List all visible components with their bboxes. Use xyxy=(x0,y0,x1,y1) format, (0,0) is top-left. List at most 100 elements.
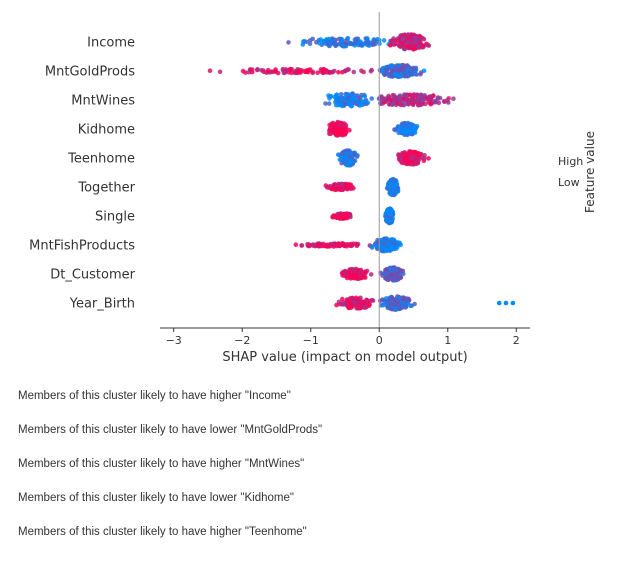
shap-point xyxy=(423,101,428,107)
shap-point xyxy=(348,182,354,188)
shap-point xyxy=(217,69,223,75)
feature-row xyxy=(330,206,396,226)
shap-point xyxy=(407,65,412,71)
shap-point xyxy=(397,99,403,104)
shap-point xyxy=(385,303,390,309)
shap-summary-plot: Income MntGoldProds MntWines Kidhome Teenhom… xyxy=(29,12,597,365)
shap-point xyxy=(401,124,406,129)
feature-label: Kidhome xyxy=(78,123,135,138)
shap-point xyxy=(401,67,407,73)
shap-point xyxy=(399,43,404,49)
shap-point xyxy=(337,241,342,247)
shap-point xyxy=(388,42,393,48)
shap-point xyxy=(399,300,405,306)
shap-point xyxy=(332,37,337,43)
colorbar-title: Feature value xyxy=(583,131,597,213)
shap-point xyxy=(357,301,363,306)
shap-point xyxy=(349,243,355,248)
shap-point xyxy=(388,64,394,69)
shap-point xyxy=(394,126,399,132)
shap-point xyxy=(353,241,359,247)
shap-point xyxy=(426,156,431,161)
shap-point xyxy=(342,126,347,131)
shap-point xyxy=(382,72,388,77)
shap-point xyxy=(387,212,393,217)
cluster-note: Members of this cluster likely to have h… xyxy=(18,526,307,538)
shap-point xyxy=(355,99,360,105)
shap-point xyxy=(360,99,366,104)
shap-point xyxy=(433,100,438,105)
shap-point xyxy=(402,129,407,135)
shap-point xyxy=(383,247,389,253)
shap-point xyxy=(366,40,371,46)
shap-point xyxy=(342,43,347,49)
feature-label: Together xyxy=(77,181,135,196)
shap-point xyxy=(330,69,335,75)
shap-point xyxy=(349,100,355,105)
shap-point xyxy=(411,46,416,52)
shap-point xyxy=(338,102,343,108)
shap-point xyxy=(344,150,350,156)
shap-point xyxy=(331,213,337,218)
shap-point xyxy=(418,93,423,99)
shap-point xyxy=(335,152,341,157)
shap-point xyxy=(412,96,418,101)
shap-point xyxy=(417,37,423,42)
shap-point xyxy=(396,130,402,136)
shap-point xyxy=(413,65,419,71)
feature-label: MntWines xyxy=(71,94,135,109)
shap-point xyxy=(336,299,342,305)
shap-point xyxy=(352,151,357,157)
shap-point xyxy=(444,98,450,103)
shap-point xyxy=(316,242,321,248)
shap-point xyxy=(510,300,516,306)
shap-point xyxy=(406,129,411,134)
feature-label: MntGoldProds xyxy=(45,65,135,80)
shap-point xyxy=(404,44,410,49)
shap-point xyxy=(344,162,350,168)
shap-point xyxy=(362,304,368,310)
shap-point xyxy=(400,36,406,42)
shap-point xyxy=(344,244,350,249)
shap-point xyxy=(364,36,370,41)
shap-point xyxy=(299,243,305,248)
shap-point xyxy=(310,36,316,42)
shap-point xyxy=(340,296,345,302)
shap-point xyxy=(394,181,400,187)
shap-point xyxy=(360,270,365,276)
feature-label: Year_Birth xyxy=(69,297,135,312)
feature-label: Teenhome xyxy=(67,152,135,167)
shap-point xyxy=(340,151,346,157)
shap-point xyxy=(389,295,395,301)
cluster-note: Members of this cluster likely to have l… xyxy=(18,424,323,436)
shap-point xyxy=(341,96,347,101)
colorbar-high-label: High xyxy=(558,155,583,168)
shap-point xyxy=(413,38,419,44)
shap-point xyxy=(393,306,398,312)
shap-point xyxy=(357,275,363,281)
shap-point xyxy=(347,267,353,273)
shap-point xyxy=(328,93,334,99)
shap-point xyxy=(496,300,502,306)
shap-point xyxy=(337,122,342,127)
shap-point xyxy=(412,127,417,132)
shap-point xyxy=(398,156,404,162)
shap-point xyxy=(420,43,426,48)
feature-row xyxy=(323,176,401,198)
shap-point xyxy=(385,242,391,247)
feature-row xyxy=(335,148,431,168)
shap-point xyxy=(338,41,343,47)
shap-point xyxy=(359,68,364,73)
shap-point xyxy=(326,101,332,106)
shap-point xyxy=(395,296,400,302)
shap-point xyxy=(289,67,295,72)
shap-point xyxy=(392,71,398,77)
shap-point xyxy=(344,182,350,187)
shap-point xyxy=(336,70,341,75)
shap-point xyxy=(379,240,384,245)
shap-points xyxy=(207,32,516,312)
shap-point xyxy=(303,68,309,74)
feature-row xyxy=(334,294,516,312)
shap-point xyxy=(336,129,342,134)
feature-label: MntFishProducts xyxy=(29,239,135,254)
